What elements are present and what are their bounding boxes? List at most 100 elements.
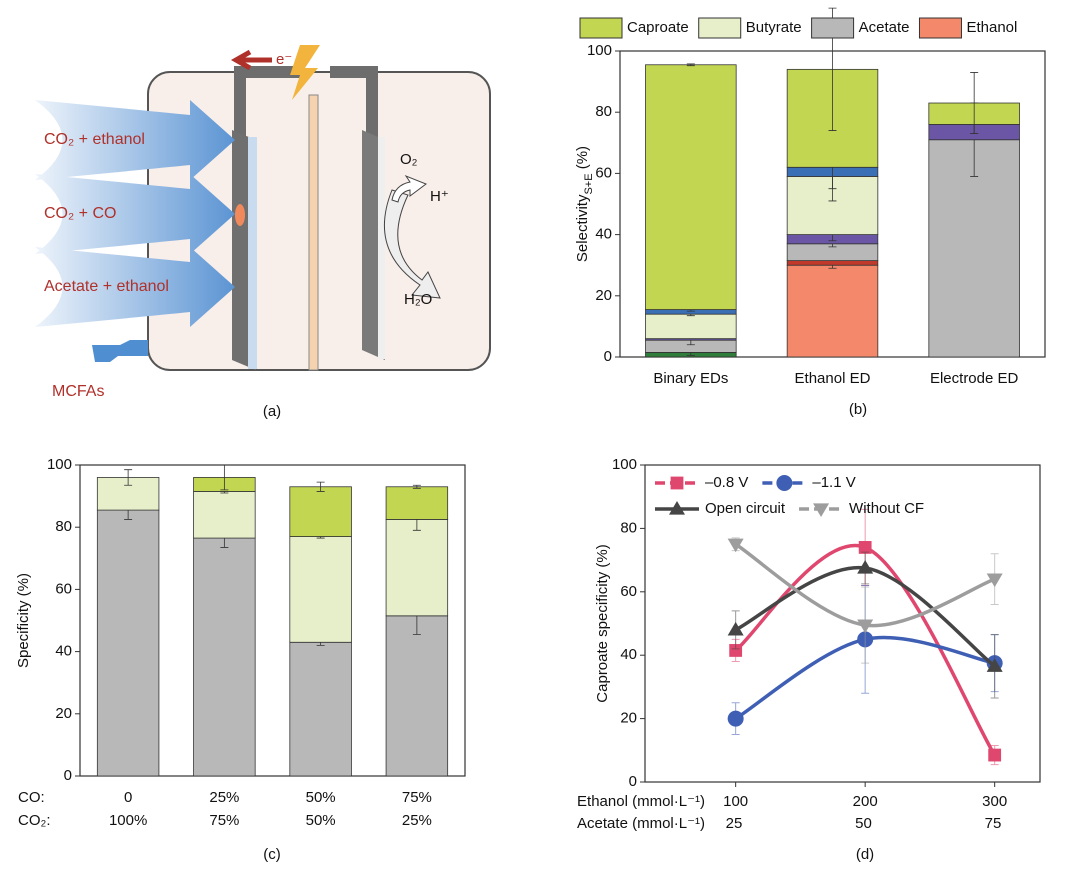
error-bar xyxy=(686,63,695,67)
marker xyxy=(986,573,1003,588)
y-tick-label: 100 xyxy=(47,456,72,473)
panel-label: (c) xyxy=(263,846,281,863)
y-axis-label-part: Selectivity xyxy=(574,194,591,262)
x-tick-label: 25% xyxy=(402,812,432,829)
reaction-arrow xyxy=(391,174,428,203)
marker xyxy=(813,503,830,517)
legend-label: Ethanol xyxy=(966,19,1017,36)
proton-label: H⁺ xyxy=(430,188,449,205)
x-tick-label: 75% xyxy=(209,812,239,829)
y-tick-label: 40 xyxy=(55,643,72,660)
input-arrow xyxy=(35,100,235,180)
input-arrow xyxy=(35,247,235,327)
y-axis-label: Caproate specificity (%) xyxy=(594,544,611,702)
marker xyxy=(986,658,1003,672)
cathode-face xyxy=(378,137,385,359)
y-tick-label: 0 xyxy=(604,348,612,365)
error-bar xyxy=(412,484,421,489)
plot-frame xyxy=(79,464,466,777)
y-axis-label-part: Specificity (%) xyxy=(15,573,32,668)
microbe xyxy=(235,204,245,226)
panel-label: (a) xyxy=(263,403,281,420)
x-tick-label: 50% xyxy=(306,789,336,806)
y-axis-label: Specificity (%) xyxy=(15,573,32,668)
legend-label: Acetate xyxy=(859,19,910,36)
faucet xyxy=(92,340,148,362)
legend-label: Caproate xyxy=(627,19,689,36)
input-label: CO₂ + CO xyxy=(44,205,116,222)
y-tick-label: 100 xyxy=(612,456,637,473)
y-tick-label: 20 xyxy=(620,710,637,727)
product-label: MCFAs xyxy=(52,383,104,400)
y-tick-label: 20 xyxy=(55,705,72,722)
marker xyxy=(727,621,744,636)
x-tick-label: Binary EDs xyxy=(653,370,728,387)
panel-a: CO₂ + ethanol CO₂ + CO Acetate + ethanol… xyxy=(35,45,491,420)
panel-label: (b) xyxy=(849,401,867,418)
bar-segment xyxy=(289,536,352,643)
x-tick-label: 300 xyxy=(982,793,1007,810)
panel-label: (d) xyxy=(856,846,874,863)
y-tick-label: 80 xyxy=(620,519,637,536)
membrane xyxy=(308,94,319,371)
x-tick-label: Electrode ED xyxy=(930,370,1019,387)
row-header: CO₂: xyxy=(18,812,51,829)
y-tick-label: 60 xyxy=(55,580,72,597)
legend-swatch xyxy=(698,17,742,39)
input-label: Acetate + ethanol xyxy=(44,278,169,295)
legend-label: Without CF xyxy=(849,500,924,517)
row-header: CO: xyxy=(18,789,45,806)
x-tick-label: 0 xyxy=(124,789,132,806)
legend-label: –0.8 V xyxy=(705,474,748,491)
error-bar xyxy=(316,481,325,492)
bar-segment xyxy=(96,509,160,777)
y-tick-label: 60 xyxy=(595,164,612,181)
x-tick-label: 200 xyxy=(853,793,878,810)
anode-face xyxy=(248,137,257,369)
y-tick-label: 40 xyxy=(595,226,612,243)
error-bar xyxy=(970,72,979,135)
x-row2-label: 50 xyxy=(855,815,872,832)
bar-segment xyxy=(289,486,352,537)
x-tick-label: 100 xyxy=(723,793,748,810)
y-tick-label: 0 xyxy=(629,773,637,790)
bar-segment xyxy=(786,260,879,266)
oxygen-label: O₂ xyxy=(400,151,418,168)
marker xyxy=(727,538,744,553)
legend-swatch xyxy=(918,17,962,39)
bar-segment xyxy=(193,537,256,777)
y-tick-label: 40 xyxy=(620,646,637,663)
error-bar xyxy=(124,469,133,486)
plot-frame xyxy=(644,464,1041,783)
marker xyxy=(670,476,684,490)
marker xyxy=(857,619,874,634)
bar-segment xyxy=(645,313,737,340)
y-axis-label-part: S+E xyxy=(583,173,595,194)
legend-swatch xyxy=(811,17,855,39)
input-arrow xyxy=(35,174,235,254)
marker xyxy=(727,710,744,727)
electron-label: e⁻ xyxy=(276,51,292,68)
x-row2-label: 25 xyxy=(726,815,743,832)
bolt xyxy=(290,45,320,100)
bar-segment xyxy=(289,641,352,777)
error-bar xyxy=(220,464,229,491)
x-tick-label: 100% xyxy=(109,812,147,829)
marker xyxy=(858,541,872,554)
bar-segment xyxy=(385,486,449,520)
bar-segment xyxy=(193,491,256,539)
y-axis-label: SelectivityS+E (%) xyxy=(574,146,595,262)
wire xyxy=(234,66,378,140)
y-tick-label: 80 xyxy=(55,518,72,535)
y-tick-label: 0 xyxy=(64,767,72,784)
y-tick-label: 20 xyxy=(595,287,612,304)
y-axis-label-part: Caproate specificity (%) xyxy=(594,544,611,702)
x-tick-label: 75% xyxy=(402,789,432,806)
legend-label: Butyrate xyxy=(746,19,802,36)
y-axis-label-part: (%) xyxy=(574,146,591,174)
x-axis-label: Ethanol (mmol·L⁻¹) xyxy=(577,793,705,810)
electron-arrow xyxy=(230,49,272,71)
bar-segment xyxy=(645,64,737,310)
x-tick-label: 50% xyxy=(306,812,336,829)
